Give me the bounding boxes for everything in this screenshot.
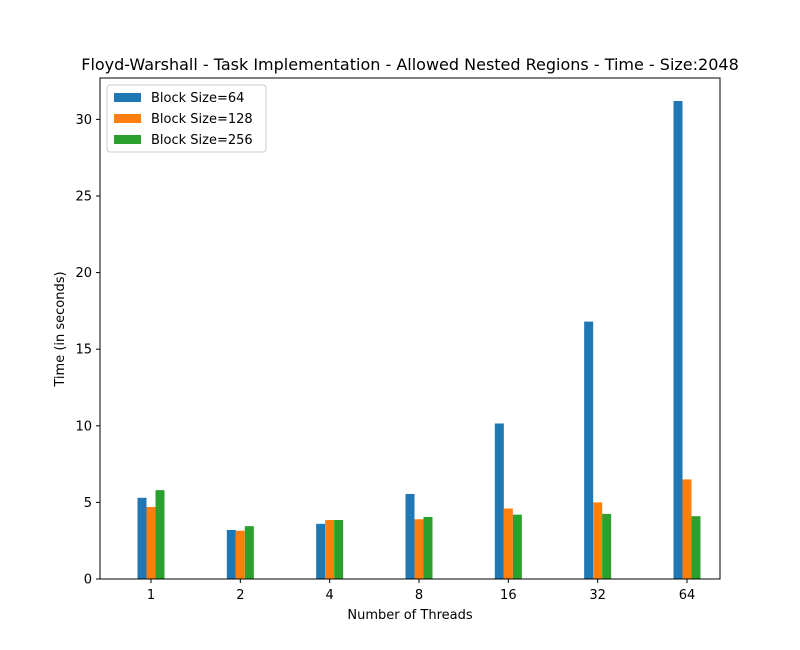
y-tick-label: 0 <box>84 573 92 588</box>
bar-2-1 <box>146 506 156 579</box>
x-tick-label: 2 <box>236 588 244 603</box>
legend-swatch <box>114 114 141 123</box>
legend-label: Block Size=64 <box>151 91 244 106</box>
bar-3-16 <box>512 514 522 579</box>
plot-frame <box>99 77 721 580</box>
bar-2-8 <box>414 519 424 579</box>
bar-3-64 <box>691 516 701 579</box>
bar-3-4 <box>334 520 344 579</box>
x-tick-label: 1 <box>147 588 155 603</box>
bar-1-8 <box>405 493 415 579</box>
bar-1-1 <box>137 497 147 579</box>
y-tick-label: 15 <box>75 343 92 358</box>
bar-1-32 <box>584 321 594 579</box>
bar-1-2 <box>226 529 236 579</box>
y-tick-label: 30 <box>75 113 92 128</box>
bar-2-4 <box>325 520 335 579</box>
x-axis-label: Number of Threads <box>347 608 472 623</box>
y-axis-label: Time (in seconds) <box>53 271 68 387</box>
y-tick-label: 20 <box>75 266 92 281</box>
legend-label: Block Size=128 <box>151 112 253 127</box>
bar-2-2 <box>235 530 245 579</box>
legend-box <box>106 84 267 153</box>
x-tick-label: 16 <box>500 588 517 603</box>
bar-3-32 <box>602 513 612 579</box>
bar-2-64 <box>682 479 692 579</box>
y-axis: 0 5 10 15 20 25 30 <box>75 113 100 588</box>
y-tick-label: 25 <box>75 189 92 204</box>
x-axis: 1 2 4 8 16 32 64 <box>147 579 695 603</box>
x-tick-label: 64 <box>679 588 696 603</box>
x-tick-label: 32 <box>589 588 606 603</box>
legend-label: Block Size=256 <box>151 133 253 148</box>
bar-3-1 <box>155 490 165 579</box>
bar-2-16 <box>503 508 513 579</box>
bars-group <box>137 100 701 579</box>
x-tick-label: 4 <box>326 588 334 603</box>
bar-1-64 <box>673 100 683 579</box>
bar-2-32 <box>593 502 603 579</box>
legend: Block Size=64 Block Size=128 Block Size=25… <box>106 84 267 153</box>
bar-3-2 <box>244 526 254 579</box>
y-tick-label: 5 <box>84 496 92 511</box>
y-tick-label: 10 <box>75 419 92 434</box>
legend-swatch <box>114 135 141 144</box>
bar-1-16 <box>494 423 504 579</box>
chart-title: Floyd-Warshall - Task Implementation - A… <box>81 55 739 74</box>
legend-swatch <box>114 93 141 102</box>
x-tick-label: 8 <box>415 588 423 603</box>
bar-3-8 <box>423 516 433 579</box>
bar-1-4 <box>316 523 326 579</box>
